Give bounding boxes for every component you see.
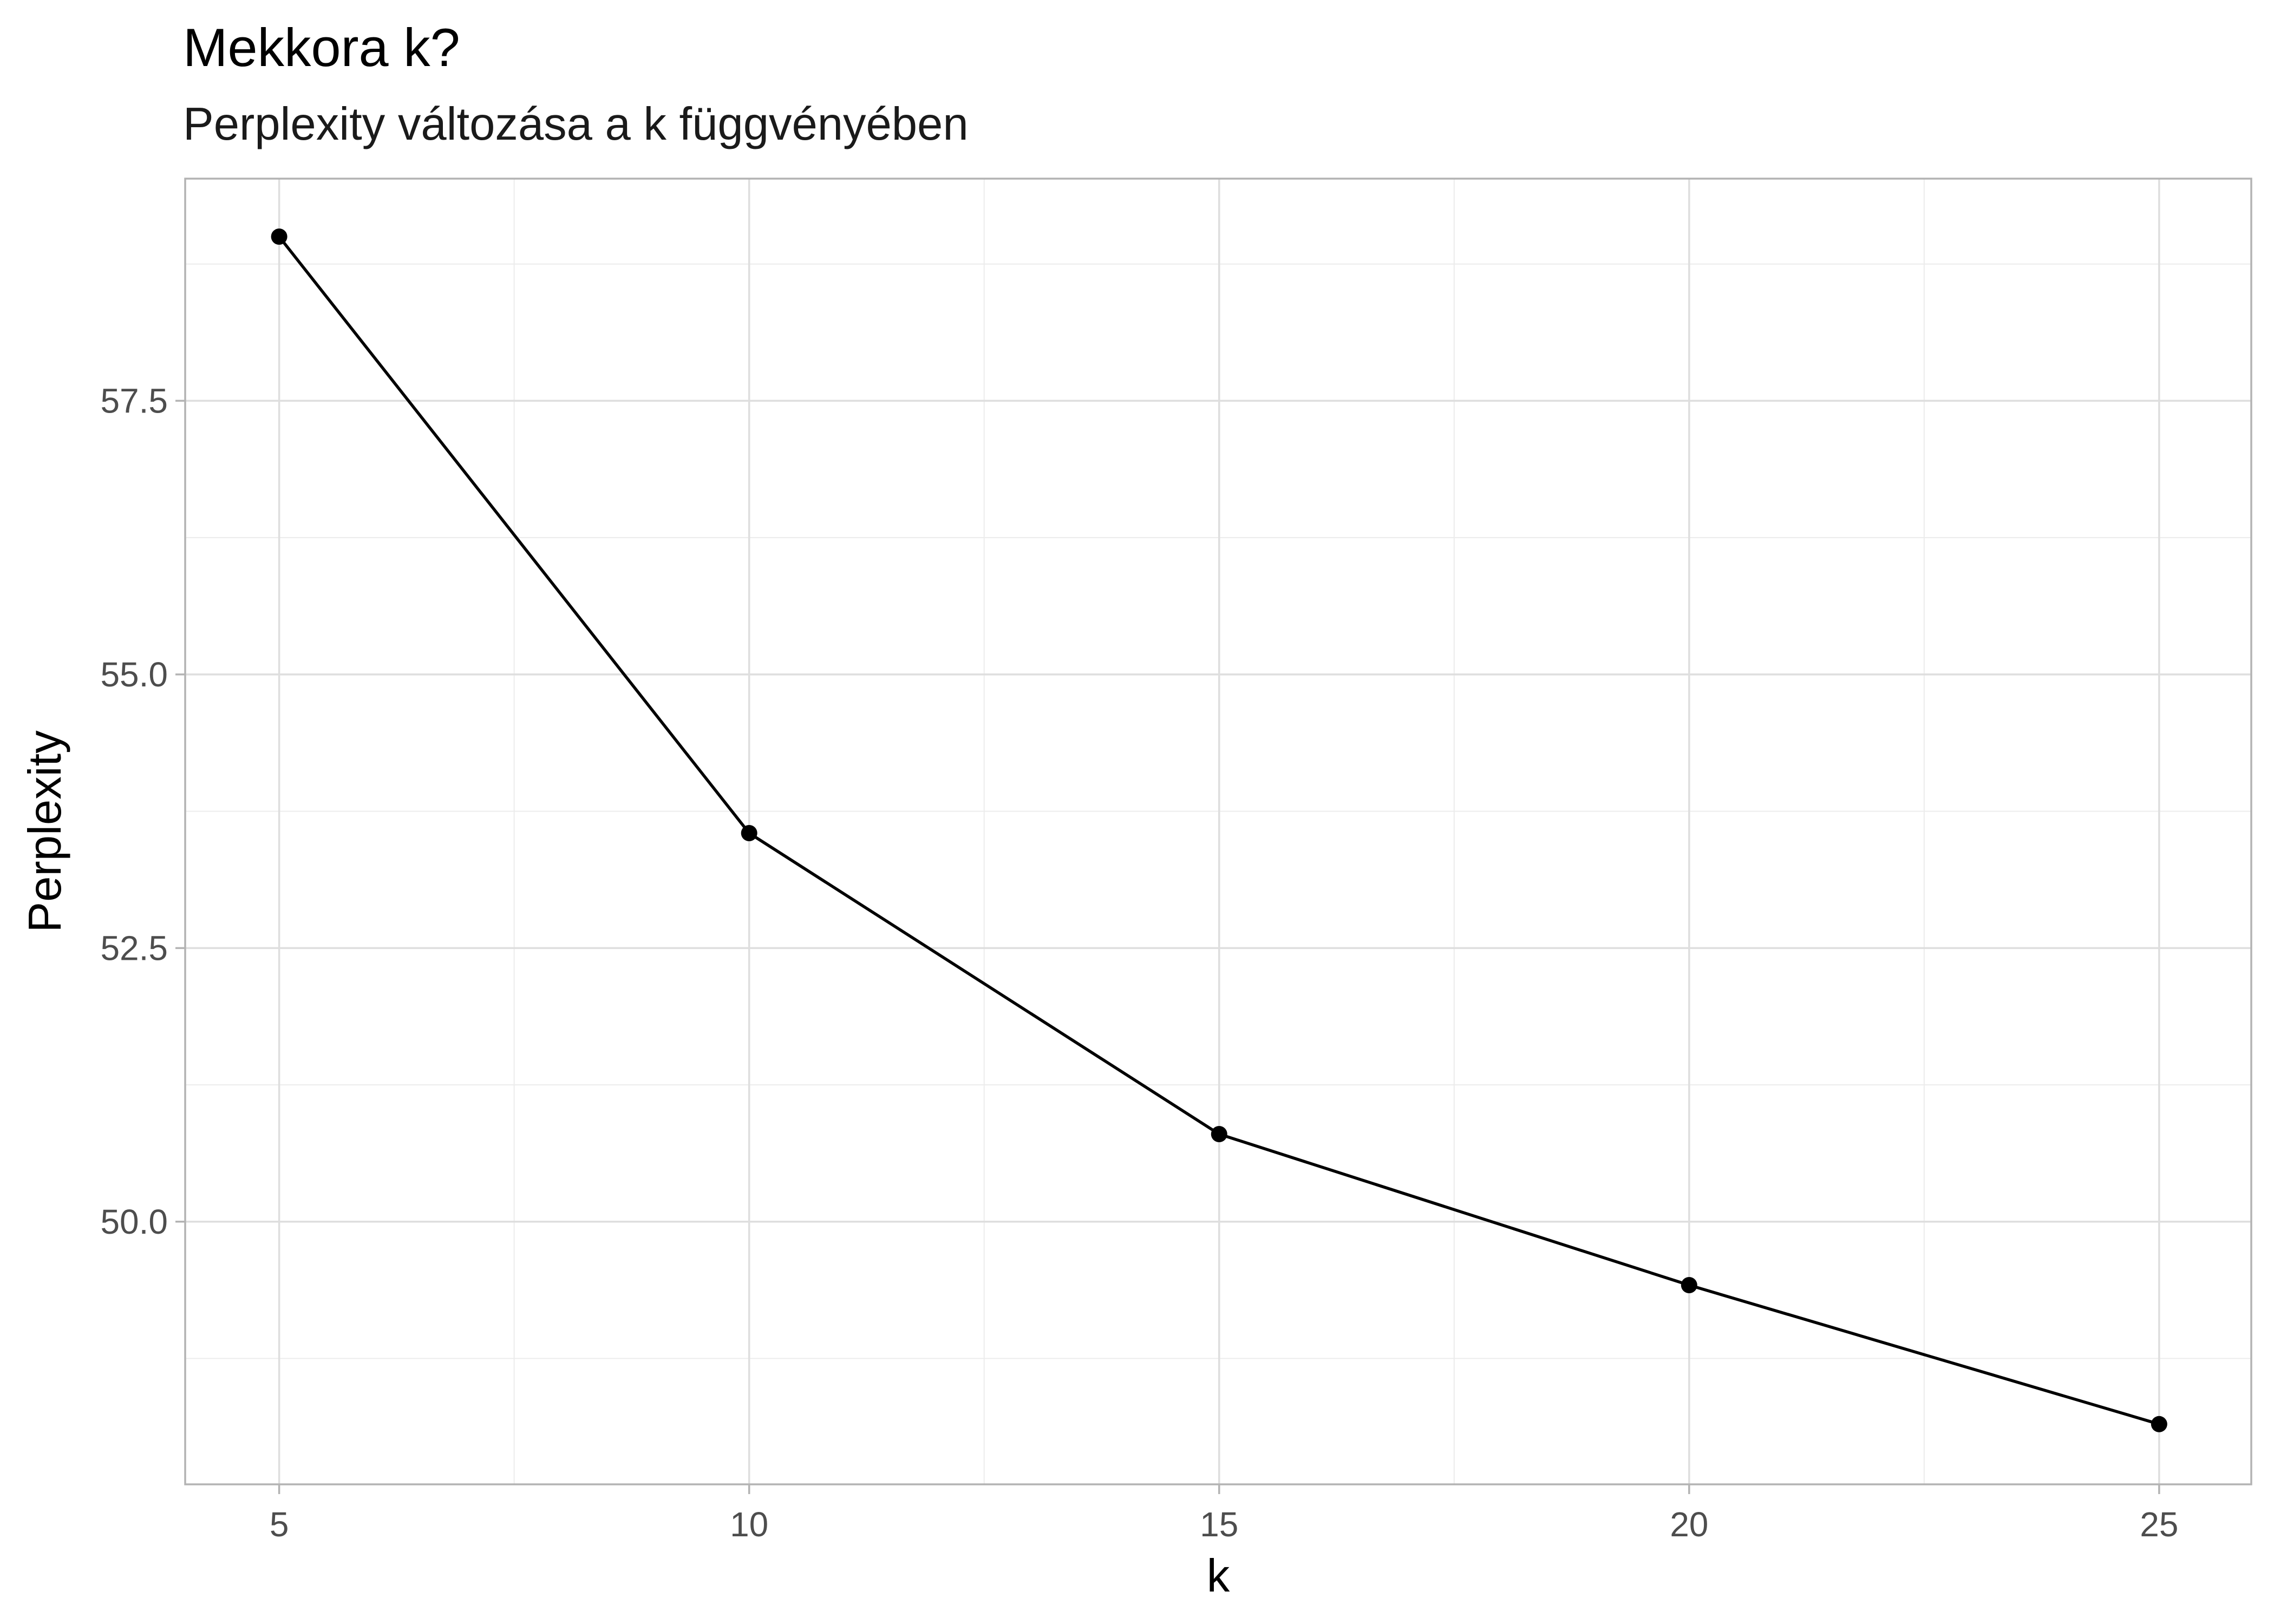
major-gridlines [185,179,2251,1484]
x-tick-label: 25 [2140,1505,2178,1544]
x-axis: 5 10 15 20 25 [270,1484,2178,1544]
y-tick-label: 57.5 [100,381,168,420]
data-point [271,228,287,245]
data-point [1681,1277,1697,1294]
y-axis-title: Perplexity [19,730,71,933]
x-axis-title: k [1207,1550,1230,1602]
x-tick-label: 10 [730,1505,768,1544]
data-point [2151,1416,2167,1432]
y-tick-label: 55.0 [100,655,168,694]
data-point [741,825,757,842]
chart-title: Mekkora k? [183,17,460,77]
y-tick-label: 50.0 [100,1202,168,1241]
y-axis: 50.0 52.5 55.0 57.5 [100,381,185,1241]
x-tick-label: 20 [1670,1505,1708,1544]
series-perplexity [271,228,2167,1432]
x-tick-label: 15 [1200,1505,1238,1544]
data-point [1211,1126,1227,1143]
x-tick-label: 5 [270,1505,289,1544]
chart-subtitle: Perplexity változása a k függvényében [183,99,969,150]
y-tick-label: 52.5 [100,928,168,967]
